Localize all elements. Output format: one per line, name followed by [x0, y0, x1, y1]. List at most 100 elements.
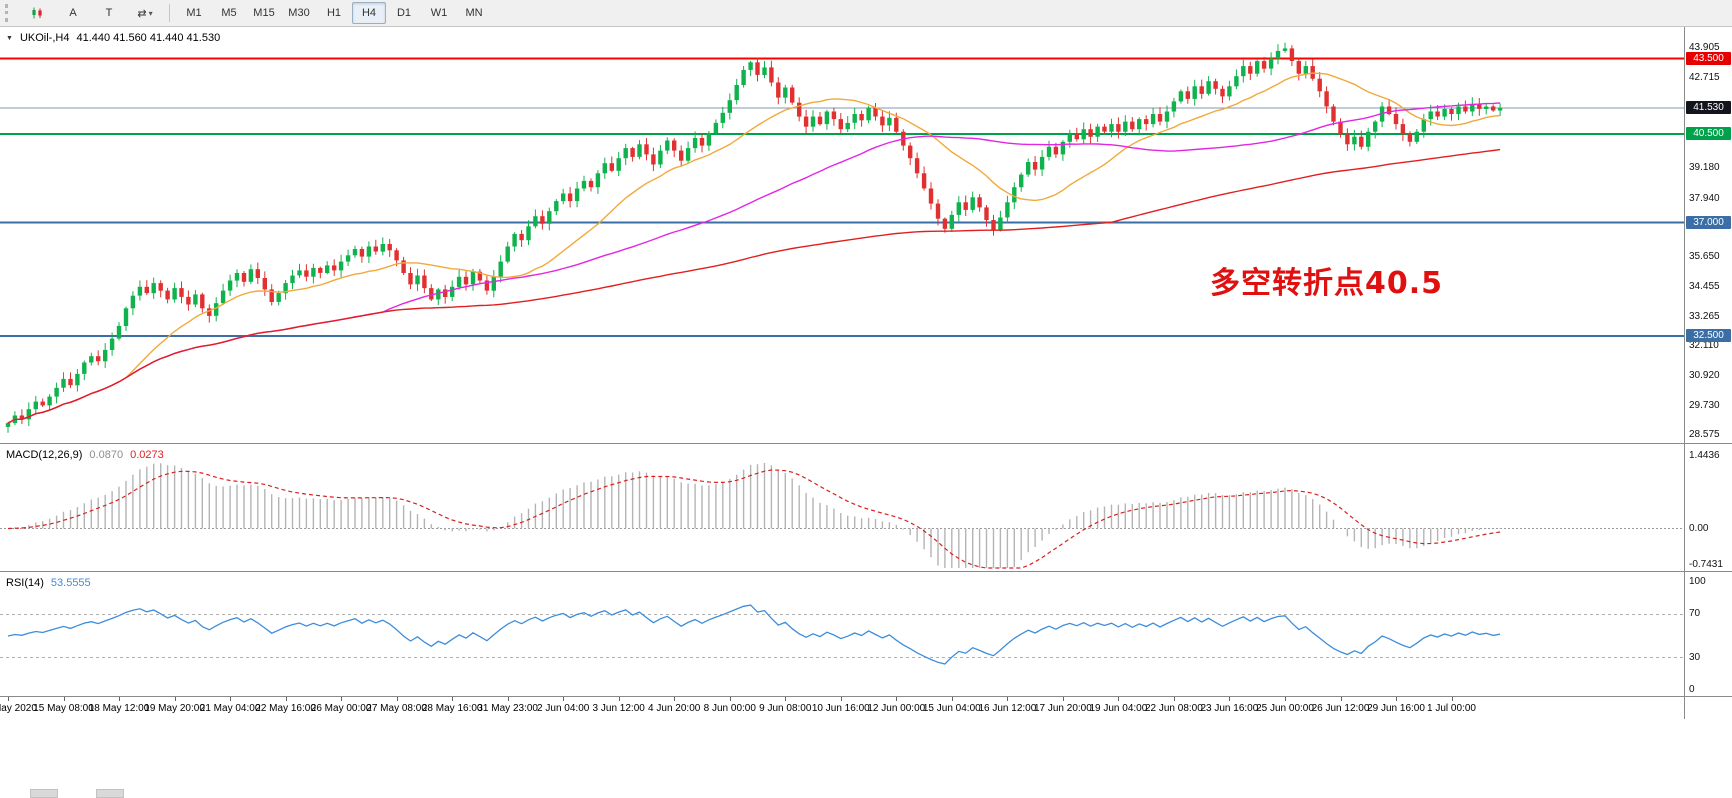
toolbar-drag-handle[interactable] [5, 4, 13, 22]
time-axis-tick [1229, 697, 1231, 701]
time-axis-tick [840, 697, 842, 701]
time-axis-label: 15 Jun 04:00 [922, 703, 981, 714]
macd-main-value: 0.0870 [89, 449, 124, 461]
price-tick-label: 32.110 [1689, 340, 1719, 351]
time-axis-label: 8 Jun 00:00 [703, 703, 756, 714]
time-axis-label: 27 May 08:00 [366, 703, 427, 714]
time-axis-label: 21 May 04:00 [199, 703, 261, 714]
time-axis-tick [1285, 697, 1286, 701]
time-axis-label: 19 May 20:00 [144, 703, 205, 714]
time-axis-label: 26 Jun 12:00 [1311, 703, 1370, 714]
time-axis-label: 18 May 12:00 [88, 703, 150, 714]
time-axis-label: 31 May 23:00 [477, 703, 538, 714]
time-axis-label: 23 Jun 16:00 [1200, 703, 1259, 714]
timeframe-button-h1[interactable]: H1 [326, 7, 342, 19]
triangle-down-icon[interactable]: ▼ [6, 35, 13, 42]
bottom-strip [0, 719, 1732, 798]
time-axis-label: 22 Jun 08:00 [1144, 703, 1203, 714]
timeframe-button-m1[interactable]: M1 [186, 7, 202, 19]
time-axis-label: 28 May 16:00 [421, 703, 483, 714]
time-axis-label: 16 Jun 12:00 [978, 703, 1037, 714]
price-level-label: 43.500 [1686, 52, 1731, 65]
macd-scale-label: -0.7431 [1689, 559, 1723, 570]
main-chart-pane[interactable]: ▼ UKOil-,H4 41.440 41.560 41.440 41.530 … [0, 27, 1732, 443]
symbol-label: UKOil-,H4 [19, 32, 70, 44]
timeframe-button-m15[interactable]: M15 [253, 7, 275, 19]
timeframe-button-d1[interactable]: D1 [396, 7, 412, 19]
price-level-label: 37.000 [1686, 216, 1731, 229]
macd-scale: 1.4436 0.00 -0.7431 [1684, 444, 1731, 571]
price-tick-label: 37.940 [1689, 193, 1720, 204]
text-tool-button[interactable]: T [105, 7, 113, 19]
price-tick-label: 34.455 [1689, 281, 1720, 292]
toolbar: A T ⇄ ▾ M1 M5 M15 M30 H1 H4 D1 W1 MN [0, 0, 1732, 27]
chevron-down-icon: ▾ [148, 8, 153, 18]
rsi-scale-label: 70 [1689, 608, 1701, 619]
time-axis-label: 14 May 2020 [0, 703, 37, 714]
time-axis-label: 12 Jun 00:00 [867, 703, 926, 714]
time-axis-tick [1007, 697, 1009, 701]
time-axis-label: 22 May 16:00 [255, 703, 316, 714]
time-axis-tick [8, 697, 9, 701]
time-axis-label: 29 Jun 16:00 [1367, 703, 1425, 714]
time-axis-tick [563, 697, 565, 701]
price-level-label: 32.500 [1686, 329, 1731, 342]
price-scale[interactable]: 43.905 42.715 39.180 37.940 35.650 34.455 33.2… [1684, 27, 1731, 443]
macd-title: MACD(12,26,9) 0.0870 0.0273 [6, 449, 164, 461]
time-axis-tick [1396, 697, 1397, 701]
time-axis-tick [674, 697, 676, 701]
macd-plot[interactable] [0, 444, 1684, 571]
time-axis-tick [230, 697, 232, 701]
price-tick-label: 33.265 [1689, 311, 1720, 322]
time-axis-label: 25 Jun 00:00 [1256, 703, 1314, 714]
refresh-dropdown-button[interactable]: ⇄ ▾ [128, 2, 162, 24]
rsi-name: RSI(14) [6, 577, 44, 589]
time-axis-tick [1173, 697, 1175, 701]
timeframe-group: M1 M5 M15 M30 H1 H4 D1 W1 MN [177, 2, 491, 24]
chart-type-button[interactable] [20, 2, 54, 24]
time-axis-label: 1 Jul 00:00 [1427, 703, 1476, 714]
cycle-icon: ⇄ [137, 7, 147, 20]
time-axis-tick [341, 697, 343, 701]
timeframe-button-m5[interactable]: M5 [221, 7, 237, 19]
price-level-label: 41.530 [1686, 101, 1731, 114]
price-tick-label: 39.180 [1689, 162, 1720, 173]
timeframe-button-m30[interactable]: M30 [288, 7, 310, 19]
time-axis-tick [1340, 697, 1342, 701]
time-axis-label: 10 Jun 16:00 [811, 703, 870, 714]
time-axis-label: 4 Jun 20:00 [648, 703, 701, 714]
price-tick-label: 30.920 [1689, 370, 1720, 381]
time-axis-corner [1684, 697, 1731, 719]
time-axis-label: 17 Jun 20:00 [1033, 703, 1092, 714]
timeframe-button-mn[interactable]: MN [465, 7, 483, 19]
time-axis-label: 3 Jun 12:00 [592, 703, 645, 714]
candlestick-plot[interactable] [0, 27, 1684, 443]
price-tick-label: 29.730 [1689, 400, 1720, 411]
rsi-pane[interactable]: RSI(14) 53.5555 100 70 30 0 [0, 571, 1732, 696]
ohlc-values: 41.440 41.560 41.440 41.530 [76, 32, 221, 44]
chart-title: ▼ UKOil-,H4 41.440 41.560 41.440 41.530 [6, 32, 220, 44]
rsi-title: RSI(14) 53.5555 [6, 577, 91, 589]
timeframe-button-h4[interactable]: H4 [352, 2, 386, 24]
candlestick-chart-icon [32, 7, 42, 19]
time-axis-tick [1062, 697, 1064, 701]
timeframe-button-w1[interactable]: W1 [430, 7, 448, 19]
macd-pane[interactable]: MACD(12,26,9) 0.0870 0.0273 1.4436 0.00 -0… [0, 443, 1732, 571]
rsi-scale-label: 100 [1689, 576, 1706, 587]
macd-signal-value: 0.0273 [130, 449, 164, 461]
time-axis-tick [63, 697, 65, 701]
time-axis-label: 26 May 00:00 [310, 703, 372, 714]
label-tool-button[interactable]: A [69, 7, 77, 19]
rsi-value: 53.5555 [50, 577, 91, 589]
rsi-scale-label: 30 [1689, 652, 1701, 663]
rsi-plot[interactable] [0, 572, 1684, 696]
time-axis-tick [1451, 697, 1453, 701]
macd-scale-label: 1.4436 [1689, 450, 1720, 461]
toolbar-separator [169, 4, 170, 22]
time-axis-tick [174, 697, 176, 701]
macd-scale-label: 0.00 [1689, 523, 1709, 534]
price-tick-label: 28.575 [1689, 429, 1720, 440]
price-level-label: 40.500 [1686, 127, 1731, 140]
price-tick-label: 35.650 [1689, 251, 1720, 262]
